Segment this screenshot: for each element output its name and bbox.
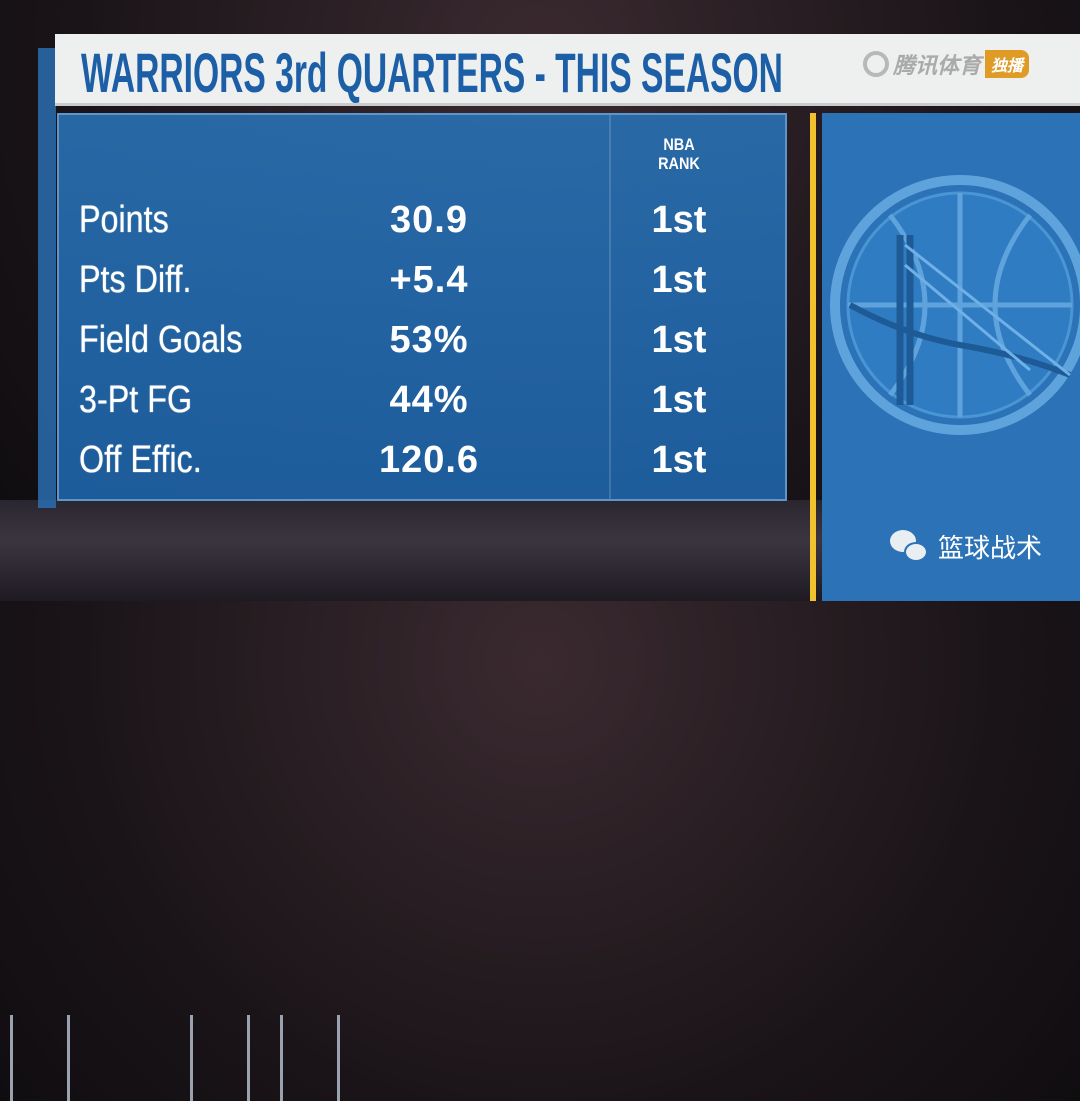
left-accent-strip bbox=[38, 48, 56, 508]
graphic-header: WARRIORS 3rd QUARTERS - THIS SEASON 腾讯体育… bbox=[55, 34, 1080, 106]
table-row: Off Effic. 120.6 1st bbox=[59, 431, 789, 491]
table-row: Pts Diff. +5.4 1st bbox=[59, 251, 789, 311]
brand-text: 腾讯体育 bbox=[893, 53, 982, 78]
wechat-icon bbox=[890, 529, 930, 564]
stat-label: 3-Pt FG bbox=[79, 379, 193, 421]
stat-rank: 1st bbox=[651, 319, 707, 361]
stat-value: 44% bbox=[389, 379, 469, 421]
graphic-title: WARRIORS 3rd QUARTERS - THIS SEASON bbox=[81, 41, 783, 104]
rank-header-line2: RANK bbox=[658, 154, 700, 173]
stat-value: 120.6 bbox=[378, 439, 480, 481]
table-row: Points 30.9 1st bbox=[59, 191, 789, 251]
railing bbox=[190, 1015, 250, 1101]
stat-rank: 1st bbox=[651, 439, 707, 481]
stat-rank: 1st bbox=[651, 199, 707, 241]
warriors-logo-icon bbox=[830, 175, 1080, 435]
railing bbox=[280, 1015, 340, 1101]
wechat-watermark: 篮球战术 bbox=[890, 528, 1042, 565]
stat-label: Off Effic. bbox=[79, 439, 202, 481]
stat-value: +5.4 bbox=[389, 259, 469, 301]
rank-column-header: NBA RANK bbox=[628, 135, 730, 173]
stat-rank: 1st bbox=[651, 379, 707, 421]
table-row: 3-Pt FG 44% 1st bbox=[59, 371, 789, 431]
stats-table: NBA RANK Points 30.9 1st Pts Diff. +5.4 … bbox=[57, 113, 787, 501]
watermark-text: 篮球战术 bbox=[938, 533, 1043, 563]
team-logo-panel bbox=[822, 113, 1080, 601]
stat-value: 30.9 bbox=[390, 199, 468, 241]
stat-label: Field Goals bbox=[79, 319, 243, 361]
railing bbox=[10, 1015, 70, 1101]
rank-header-line1: NBA bbox=[663, 135, 695, 154]
yellow-accent-bar bbox=[810, 113, 816, 601]
tencent-logo-icon bbox=[863, 51, 889, 77]
column-divider bbox=[609, 115, 611, 499]
stat-label: Pts Diff. bbox=[79, 259, 192, 301]
stat-label: Points bbox=[79, 199, 169, 241]
stat-value: 53% bbox=[389, 319, 469, 361]
table-row: Field Goals 53% 1st bbox=[59, 311, 789, 371]
brand-badge: 独播 bbox=[985, 50, 1030, 78]
stat-rank: 1st bbox=[651, 259, 707, 301]
broadcaster-logo: 腾讯体育 独播 bbox=[863, 48, 1030, 80]
